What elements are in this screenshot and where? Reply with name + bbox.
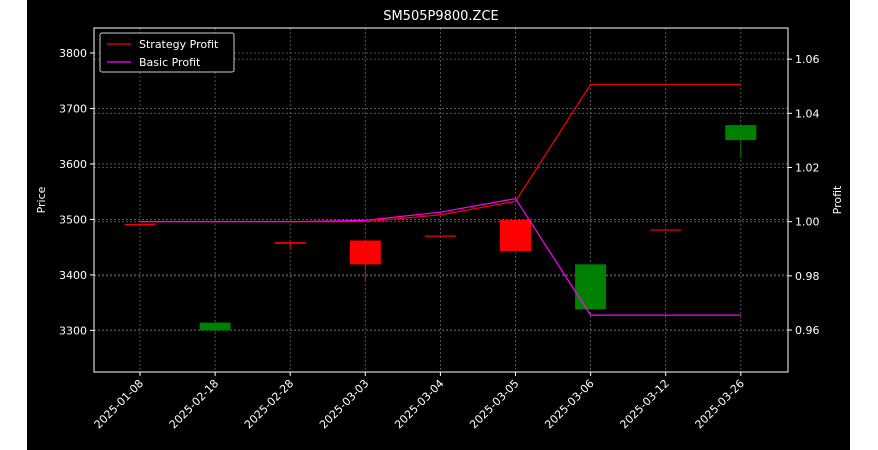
y-tick-label-2: 3500: [59, 213, 87, 226]
plot-frame: [93, 27, 789, 373]
x-tick-label-7: 2025-03-12: [617, 377, 671, 431]
candle-body-7: [650, 229, 682, 231]
y-tick-label-3: 3600: [59, 158, 87, 171]
axes: 3300 3400 3500 3600 3700 3800 0.96 0.98 1.00 1.02…: [59, 47, 820, 431]
y2-tick-label-1: 0.98: [795, 270, 820, 283]
chart-figure: 3300 3400 3500 3600 3700 3800 0.96 0.98 1.00 1.02…: [27, 0, 850, 450]
candle-body-3: [349, 240, 381, 265]
chart-title: SM505P9800.ZCE: [383, 9, 499, 24]
y2-axis-label: Profit: [831, 185, 844, 214]
candle-body-5: [500, 219, 531, 252]
y2-tick-label-2: 1.00: [795, 216, 820, 229]
grid: [94, 28, 788, 372]
candle-body-2: [274, 242, 306, 244]
series-line-1: [140, 197, 741, 316]
legend: Strategy Profit Basic Profit: [99, 32, 235, 73]
candle-body-4: [424, 235, 456, 237]
y2-tick-label-0: 0.96: [795, 324, 820, 337]
candle-body-6: [575, 264, 607, 310]
candle-body-0: [124, 223, 156, 226]
candles: [124, 125, 757, 331]
x-tick-label-4: 2025-03-04: [392, 377, 446, 431]
x-tick-label-0: 2025-01-08: [92, 377, 146, 431]
y2-tick-label-5: 1.06: [795, 53, 820, 66]
candle-body-1: [199, 322, 231, 331]
candlestick-chart: 3300 3400 3500 3600 3700 3800 0.96 0.98 1.00 1.02…: [35, 9, 844, 431]
y-tick-label-1: 3400: [59, 269, 87, 282]
y-axis-label: Price: [35, 186, 48, 213]
y-tick-label-4: 3700: [59, 102, 87, 115]
y2-tick-label-4: 1.04: [795, 107, 820, 120]
x-tick-label-6: 2025-03-06: [542, 377, 596, 431]
profit-lines: [140, 83, 741, 316]
x-tick-label-1: 2025-02-18: [167, 377, 221, 431]
x-tick-label-8: 2025-03-26: [693, 377, 747, 431]
legend-box: [99, 32, 235, 73]
y2-tick-label-3: 1.02: [795, 161, 820, 174]
x-tick-label-5: 2025-03-05: [467, 377, 521, 431]
x-tick-label-2: 2025-02-28: [242, 377, 296, 431]
y-tick-label-5: 3800: [59, 47, 87, 60]
legend-label-basic-profit: Basic Profit: [139, 56, 201, 69]
legend-label-strategy-profit: Strategy Profit: [139, 38, 219, 51]
x-tick-label-3: 2025-03-03: [317, 377, 371, 431]
candle-body-8: [725, 125, 757, 141]
y-tick-label-0: 3300: [59, 324, 87, 337]
